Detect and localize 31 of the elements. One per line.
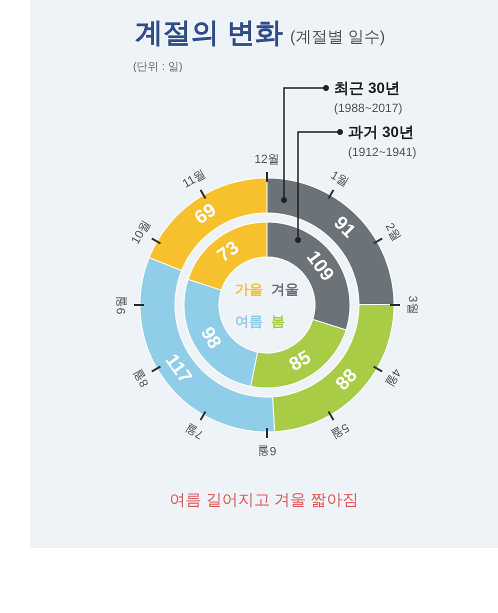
text: 2월 bbox=[382, 220, 404, 244]
text: 12월 bbox=[254, 152, 280, 166]
text: 8월 bbox=[130, 366, 152, 390]
chart-title: 계절의 변화 bbox=[135, 17, 283, 48]
slice-label: 과거 30년 bbox=[348, 124, 414, 141]
slice-label: 봄 bbox=[271, 313, 285, 329]
text: 3월 bbox=[406, 296, 420, 314]
data-label: 88 bbox=[332, 364, 362, 395]
text: 5월 bbox=[328, 420, 352, 442]
slice-label: 가을 bbox=[235, 281, 263, 297]
data-label: 69 bbox=[191, 200, 220, 229]
data-label: 117 bbox=[160, 350, 196, 388]
data-label: 98 bbox=[196, 324, 225, 352]
chart-subtitle: (계절별 일수) bbox=[290, 29, 386, 46]
text: 1월 bbox=[328, 168, 352, 190]
data-label: 91 bbox=[329, 212, 360, 243]
text: (1988~2017) bbox=[334, 101, 402, 115]
text: 9월 bbox=[114, 296, 128, 314]
text: 7월 bbox=[182, 420, 206, 442]
slice-label: 최근 30년 bbox=[334, 80, 400, 97]
text: 여름 길어지고 겨울 짧아짐 bbox=[169, 492, 359, 509]
text: 11월 bbox=[180, 166, 208, 191]
slice-label: 여름 bbox=[235, 313, 263, 329]
data-label: 85 bbox=[286, 346, 316, 376]
text: (1912~1941) bbox=[348, 145, 416, 159]
text: 4월 bbox=[382, 366, 404, 390]
slice-label: 겨울 bbox=[271, 281, 299, 297]
data-label: 109 bbox=[302, 247, 338, 286]
text: (단위 : 일) bbox=[133, 61, 182, 73]
text: 6월 bbox=[258, 444, 276, 458]
data-label: 73 bbox=[214, 237, 244, 267]
